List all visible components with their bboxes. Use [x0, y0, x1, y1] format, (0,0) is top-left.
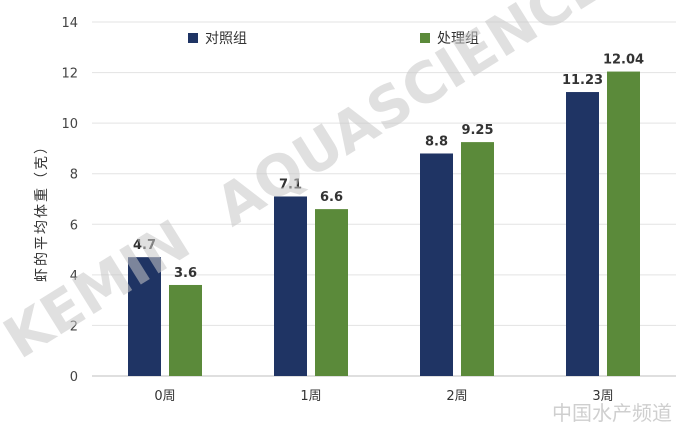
- y-tick-label: 2: [70, 319, 78, 334]
- y-tick-label: 6: [70, 218, 78, 233]
- legend-swatch: [188, 33, 198, 43]
- y-tick-label: 12: [61, 67, 78, 82]
- x-category-label: 0周: [154, 389, 175, 404]
- x-axis-categories: 0周 1周 2周 3周: [154, 389, 613, 404]
- x-category-label: 2周: [446, 389, 467, 404]
- y-tick-label: 10: [61, 117, 78, 132]
- bar: [420, 153, 453, 376]
- y-tick-label: 0: [70, 370, 78, 385]
- bar: [274, 196, 307, 376]
- data-label: 8.8: [425, 134, 448, 149]
- data-label: 9.25: [461, 123, 493, 138]
- legend: 对照组 处理组: [188, 31, 479, 47]
- y-tick-label: 14: [61, 16, 78, 31]
- corner-watermark: 中国水产频道: [552, 401, 672, 425]
- data-label: 11.23: [562, 73, 603, 88]
- bar: [566, 92, 599, 376]
- y-axis-label: 虾的平均体重（克）: [34, 138, 50, 282]
- bars: [128, 71, 640, 376]
- x-category-label: 1周: [300, 389, 321, 404]
- bar: [315, 209, 348, 376]
- y-tick-label: 4: [70, 269, 78, 284]
- data-label: 6.6: [320, 190, 343, 205]
- bar: [169, 284, 202, 376]
- data-label: 12.04: [603, 53, 644, 68]
- data-label: 4.7: [133, 238, 156, 253]
- bar: [461, 142, 494, 376]
- y-tick-label: 8: [70, 168, 78, 183]
- legend-swatch: [420, 33, 430, 43]
- data-label: 7.1: [279, 177, 302, 192]
- legend-label: 对照组: [205, 31, 247, 47]
- bar: [128, 257, 161, 376]
- data-label: 3.6: [174, 266, 197, 281]
- y-axis-ticks: 0 2 4 6 8 10 12 14: [61, 16, 78, 385]
- watermark-text: AQUASCIENCE: [205, 0, 617, 239]
- watermark: KEMIN AQUASCIENCE: [0, 0, 617, 372]
- legend-label: 处理组: [437, 31, 479, 47]
- bar: [607, 71, 640, 376]
- x-category-label: 3周: [592, 389, 613, 404]
